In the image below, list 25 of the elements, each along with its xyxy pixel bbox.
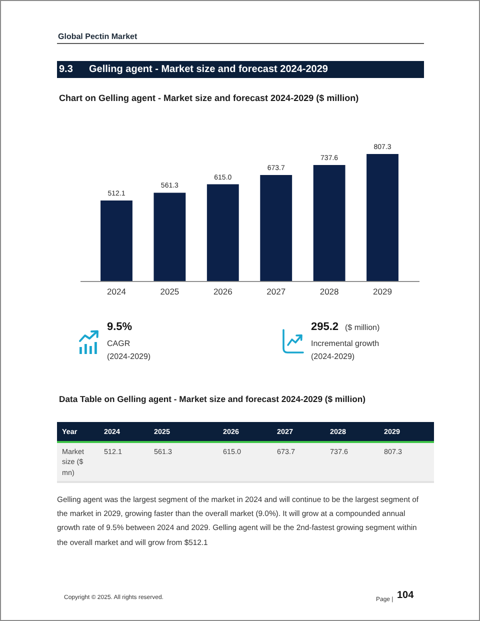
text: Data Table on Gelling agent - Market size and forecast 2024-2029 ($ million) — [59, 394, 366, 405]
x-tick-label: 2026 — [213, 286, 233, 296]
bar — [206, 184, 239, 281]
bar — [260, 175, 292, 281]
x-tick-label: 2024 — [107, 286, 126, 296]
x-tick-label: 2028 — [320, 286, 340, 296]
text: Gelling agent - Market size and forecast 2024-2029 — [89, 64, 328, 76]
x-tick-label: 2027 — [266, 286, 286, 296]
text: Incremental growth — [311, 339, 380, 348]
text: 295.2 — [311, 321, 339, 334]
x-tick-label: 2029 — [373, 286, 392, 296]
bar — [366, 154, 398, 281]
text: 9.5% — [107, 321, 132, 334]
bar — [100, 200, 132, 281]
text: 9.3 — [59, 64, 73, 76]
bar — [313, 164, 346, 281]
text: Global Pectin Market — [58, 32, 138, 42]
text: (2024-2029) — [311, 352, 355, 362]
x-tick-label: 2025 — [160, 286, 180, 296]
text: CAGR — [107, 339, 130, 348]
chart-title: Chart on Gelling agent - Market size and forecast 2024-2029 ($ million) — [59, 93, 359, 103]
text: ($ million) — [345, 323, 380, 332]
text: 104 — [397, 590, 414, 602]
bar — [154, 192, 186, 281]
text: (2024-2029) — [107, 352, 151, 362]
